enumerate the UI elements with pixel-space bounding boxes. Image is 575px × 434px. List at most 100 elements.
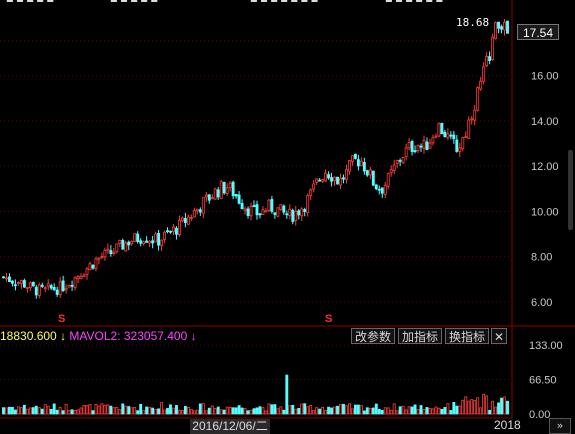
- volume-bar: [473, 400, 477, 415]
- volume-bar: [94, 403, 98, 415]
- volume-bar: [255, 407, 259, 415]
- volume-bar: [160, 402, 163, 415]
- volume-bar: [186, 406, 190, 415]
- volume-bar: [288, 405, 292, 415]
- volume-bar: [506, 400, 509, 415]
- candle-body: [383, 184, 387, 195]
- volume-bar: [458, 405, 462, 415]
- volume-bar: [61, 410, 65, 415]
- volume-bar: [43, 404, 47, 415]
- candle-body: [67, 285, 71, 288]
- candle-body: [288, 208, 292, 216]
- candle-body: [2, 276, 5, 279]
- candle-body: [503, 21, 506, 31]
- candle-body: [178, 219, 181, 235]
- volume-bar: [31, 407, 35, 415]
- candle-body: [109, 250, 113, 255]
- volume-bar: [467, 400, 471, 415]
- volume-bar: [34, 405, 38, 415]
- candle-body: [470, 118, 474, 121]
- candle-body: [386, 173, 390, 187]
- candle-body: [136, 233, 140, 242]
- candle-body: [434, 135, 438, 138]
- volume-bar: [446, 403, 450, 415]
- volume-bars: [2, 374, 509, 415]
- add-indicator-button[interactable]: 加指标: [398, 328, 443, 344]
- volume-bar: [333, 406, 336, 415]
- candle-body: [267, 199, 271, 211]
- candle-body: [461, 137, 465, 150]
- top-info-strip: ■ ■ ■ ■ ■ ■ ■ ■ ■ ■ ■ ■ ■ ■ ■ ■ ■ ■ ■ ■ …: [0, 0, 512, 8]
- volume-bar: [52, 403, 56, 415]
- candle-body: [494, 22, 498, 40]
- volume-bar: [85, 405, 89, 415]
- volume-bar: [207, 407, 211, 415]
- top-strip-item: ■ ■ ■ ■ ■ ■: [385, 0, 443, 3]
- candle-body: [16, 282, 20, 284]
- volume-bar: [353, 404, 357, 415]
- volume-bar: [222, 409, 226, 415]
- close-icon[interactable]: ✕: [491, 328, 507, 344]
- volume-bar: [127, 406, 131, 415]
- volume-bar: [297, 408, 301, 415]
- volume-bar: [139, 403, 143, 415]
- candle-body: [389, 169, 393, 174]
- candle-body: [82, 274, 86, 277]
- candle-body: [25, 287, 29, 289]
- volume-bar: [121, 403, 125, 415]
- candle-body: [479, 80, 483, 90]
- edit-params-button[interactable]: 改参数: [351, 328, 396, 344]
- volume-bar: [485, 395, 489, 415]
- swap-indicator-button[interactable]: 换指标: [445, 328, 490, 344]
- candle-body: [500, 26, 503, 30]
- volume-bar: [270, 404, 274, 415]
- candle-body: [330, 177, 333, 182]
- price-candles: [2, 18, 509, 299]
- volume-bar: [22, 404, 26, 415]
- candle-body: [428, 142, 432, 149]
- candle-body: [273, 212, 277, 215]
- candle-body: [10, 280, 14, 284]
- candle-body: [22, 280, 26, 288]
- volume-bar: [300, 403, 304, 415]
- scroll-right-button[interactable]: »: [549, 418, 571, 434]
- volume-legend: 18830.600 ↓ MAVOL2: 323057.400 ↓: [0, 329, 197, 343]
- candle-body: [422, 139, 426, 149]
- candle-body: [380, 187, 384, 194]
- candle-body: [163, 231, 166, 240]
- volume-bar: [148, 406, 152, 415]
- candle-body: [180, 217, 184, 222]
- volume-bar: [273, 404, 277, 415]
- volume-bar: [192, 410, 196, 415]
- candle-body: [371, 170, 375, 186]
- volume-bar: [157, 408, 161, 415]
- candle-body: [306, 195, 310, 213]
- candle-body: [252, 205, 256, 207]
- volume-bar: [443, 407, 447, 415]
- volume-bar: [37, 407, 41, 415]
- candle-body: [130, 241, 134, 245]
- candle-body: [43, 287, 47, 290]
- volume-bar: [464, 396, 468, 415]
- volume-bar: [365, 407, 369, 415]
- volume-bar: [449, 410, 453, 415]
- volume-bar: [16, 406, 20, 415]
- volume-bar: [252, 408, 256, 415]
- candle-body: [392, 164, 396, 171]
- candle-body: [169, 230, 172, 233]
- max-price-label: 18.68: [456, 16, 490, 29]
- vertical-scrollbar[interactable]: [568, 150, 573, 230]
- candle-body: [282, 205, 286, 213]
- candle-body: [79, 276, 83, 279]
- candle-body: [64, 287, 68, 291]
- candle-body: [255, 204, 259, 216]
- volume-bar: [461, 399, 465, 415]
- candle-body: [362, 162, 366, 172]
- candle-body: [321, 179, 325, 182]
- volume-bar: [240, 407, 244, 415]
- volume-bar: [82, 404, 86, 415]
- price-tick-label: 10.00: [531, 206, 559, 218]
- candle-body: [410, 141, 414, 152]
- candle-body: [315, 178, 319, 183]
